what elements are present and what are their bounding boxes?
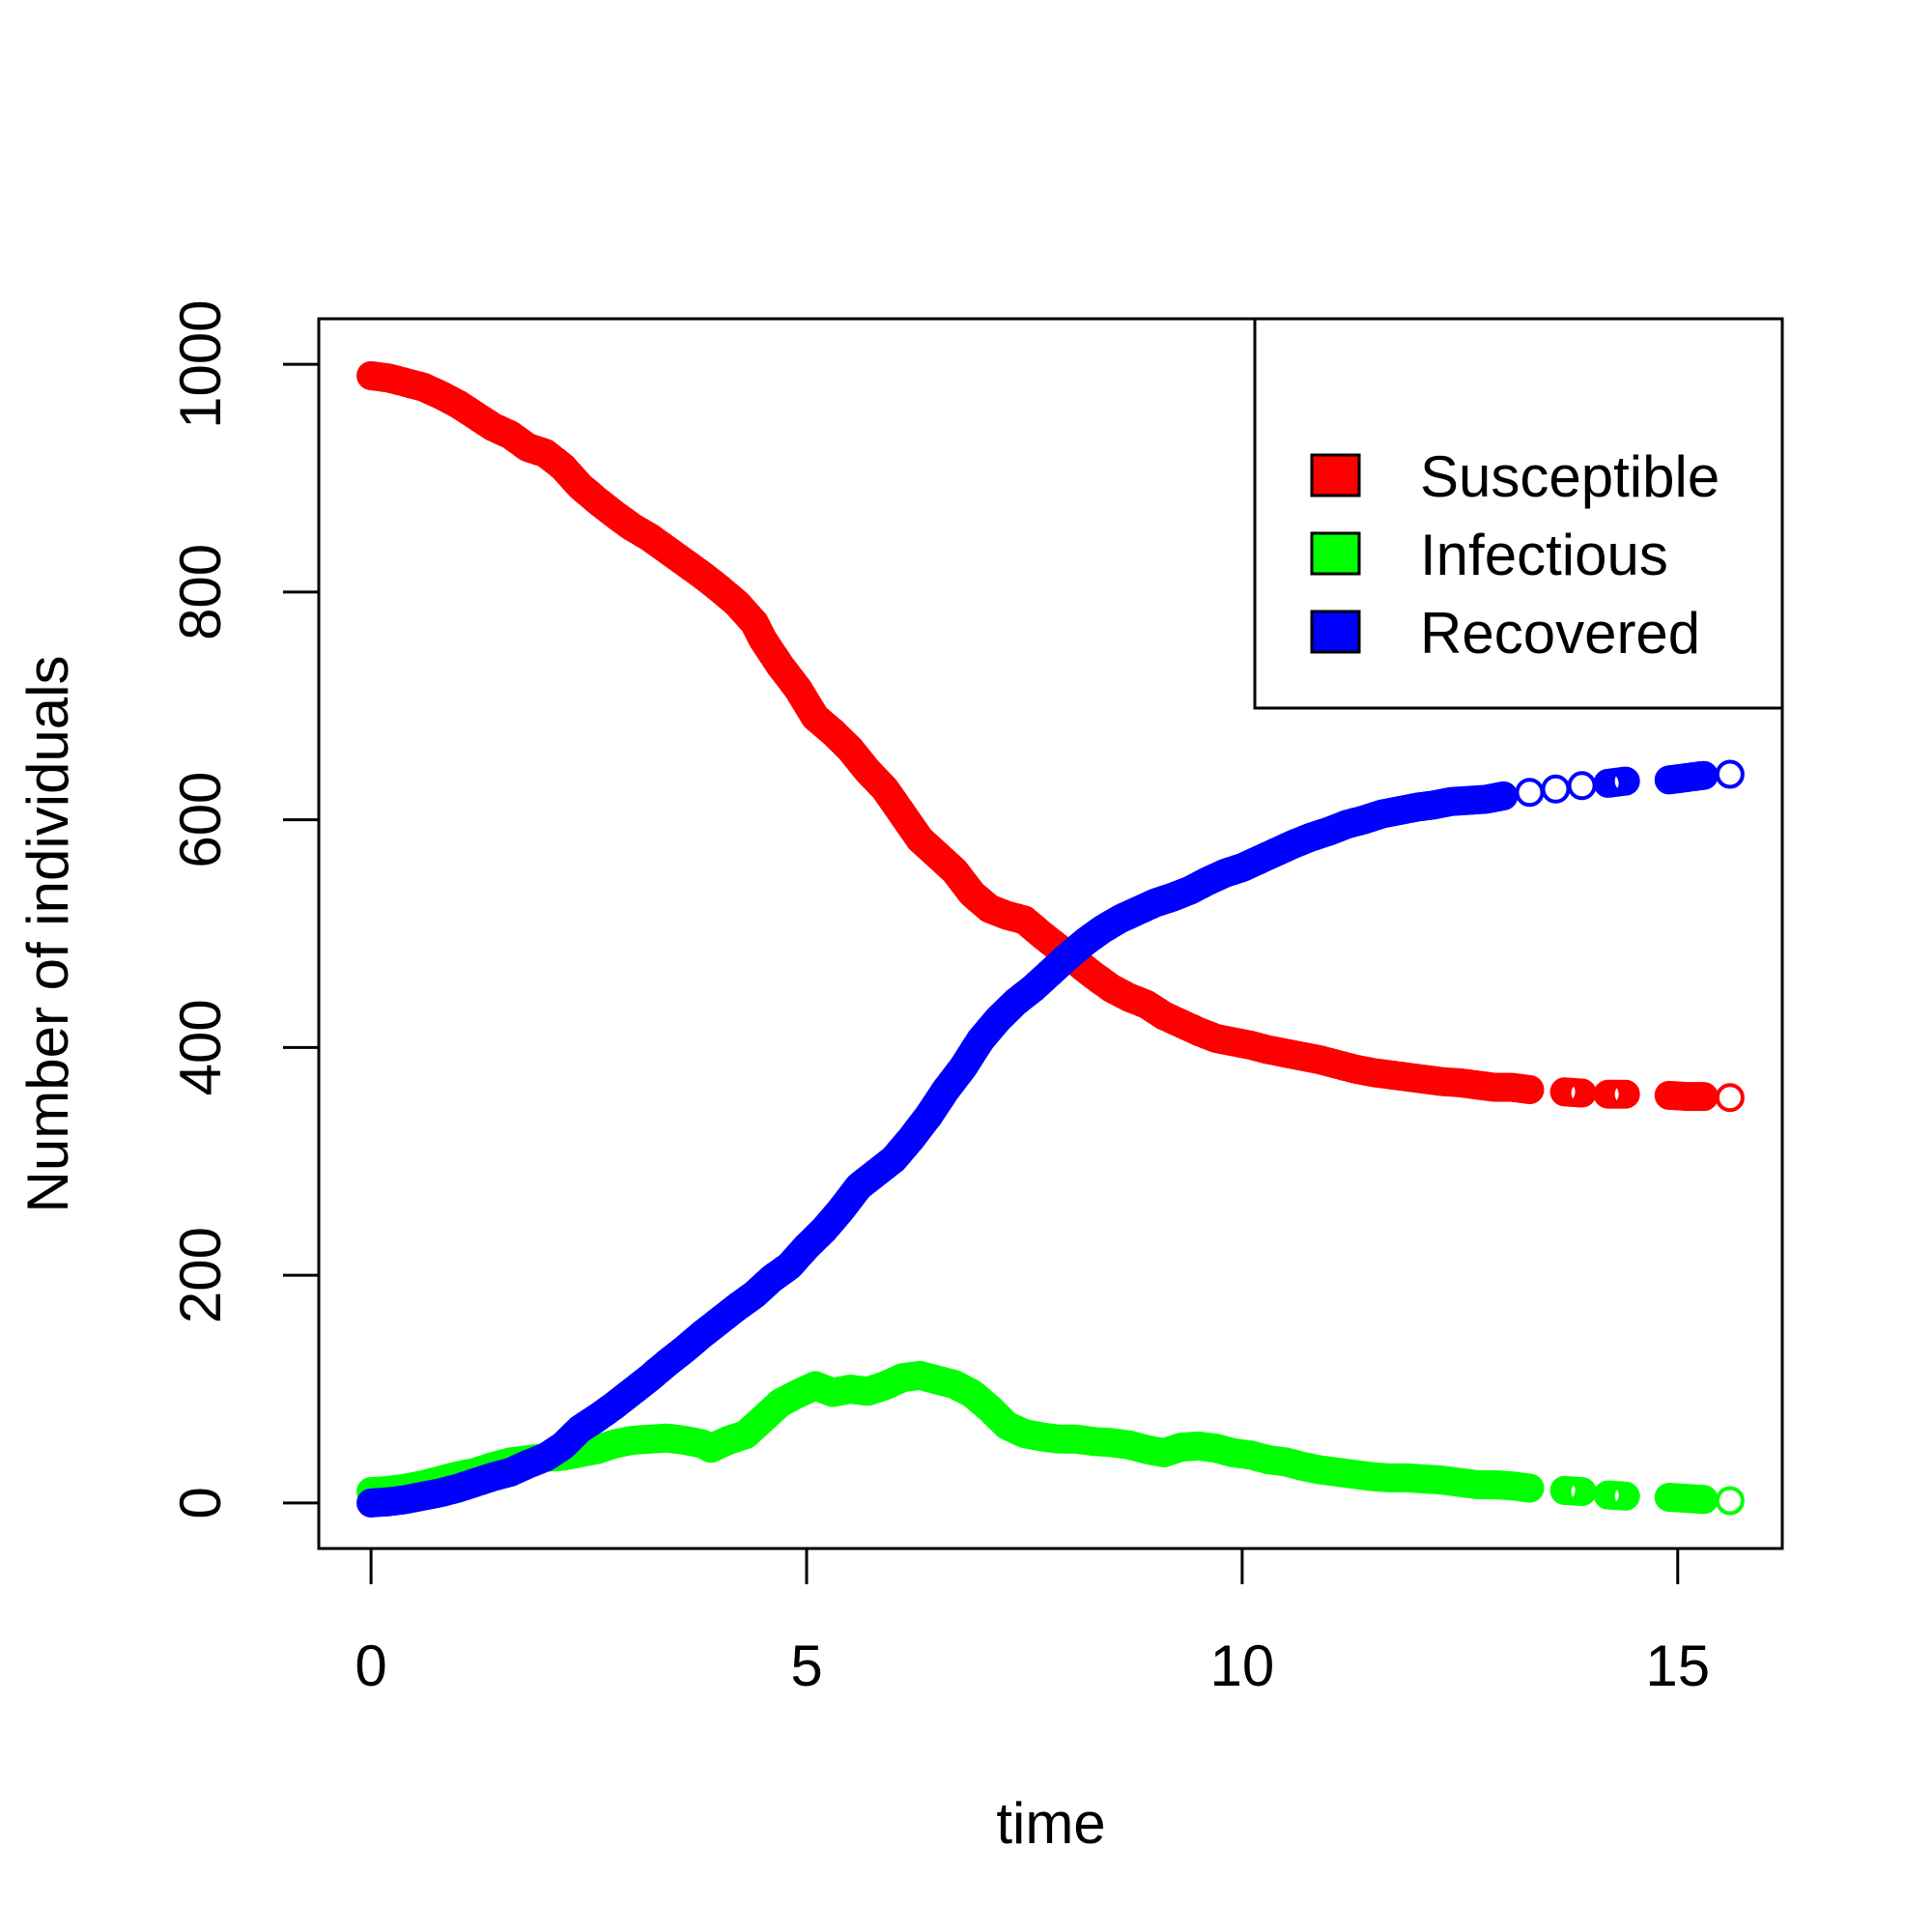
y-axis-ticks: 0 200 400 600 800 1000 bbox=[168, 299, 319, 1520]
x-axis-title: time bbox=[996, 1791, 1105, 1856]
y-tick-label: 800 bbox=[168, 544, 233, 640]
data-point bbox=[1610, 1079, 1640, 1109]
x-tick-label: 10 bbox=[1210, 1634, 1275, 1698]
legend-label-recovered: Recovered bbox=[1420, 601, 1700, 666]
data-point bbox=[1515, 1473, 1545, 1503]
data-points bbox=[356, 360, 1745, 1518]
legend-label-susceptible: Susceptible bbox=[1420, 444, 1719, 509]
data-point bbox=[1515, 1075, 1545, 1104]
y-tick-label: 0 bbox=[168, 1487, 233, 1519]
y-axis-title: Number of individuals bbox=[15, 656, 80, 1213]
data-point bbox=[1610, 766, 1640, 796]
data-point bbox=[1715, 759, 1745, 789]
x-tick-label: 15 bbox=[1645, 1634, 1710, 1698]
data-point bbox=[1715, 1083, 1745, 1113]
series-infectious bbox=[356, 1360, 1745, 1516]
legend-label-infectious: Infectious bbox=[1420, 523, 1668, 587]
x-axis-ticks: 0 5 10 15 bbox=[355, 1548, 1710, 1698]
y-tick-label: 600 bbox=[168, 772, 233, 868]
legend-swatch-infectious bbox=[1310, 531, 1361, 576]
data-point bbox=[1715, 1486, 1745, 1516]
y-tick-label: 200 bbox=[168, 1227, 233, 1323]
y-tick-label: 1000 bbox=[168, 299, 233, 428]
x-tick-label: 0 bbox=[355, 1634, 386, 1698]
data-point bbox=[1610, 1481, 1640, 1511]
legend-swatch-recovered bbox=[1310, 610, 1361, 654]
series-recovered bbox=[356, 759, 1745, 1518]
legend-swatch-susceptible bbox=[1310, 453, 1361, 497]
legend: Susceptible Infectious Recovered bbox=[1253, 317, 1784, 710]
y-tick-label: 400 bbox=[168, 999, 233, 1095]
x-tick-label: 5 bbox=[790, 1634, 822, 1698]
